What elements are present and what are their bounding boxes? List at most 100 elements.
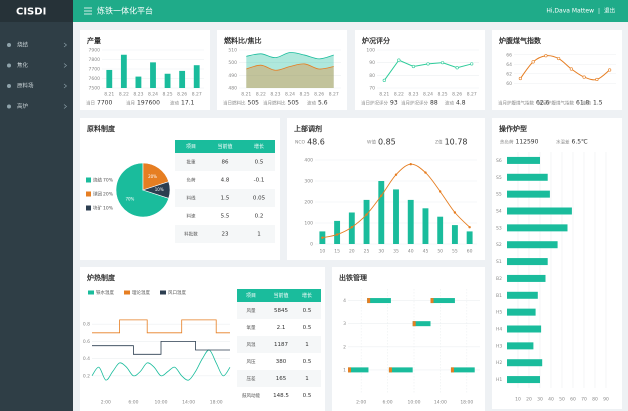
menu-item[interactable]: 原料场 [17, 82, 34, 90]
task-bar [388, 367, 413, 373]
slice-label: 70% [125, 197, 134, 202]
y-tick-label: H4 [496, 327, 502, 333]
legend-value: 10% [103, 206, 114, 212]
y-tick-label: 7600 [89, 76, 101, 82]
card [492, 30, 622, 110]
y-tick-label: H5 [496, 310, 502, 316]
x-tick-label: 80 [592, 397, 598, 403]
task-bar [348, 367, 369, 373]
y-tick-label: 7500 [89, 86, 101, 92]
card [355, 30, 485, 110]
stat-value: 6.5℃ [572, 139, 589, 146]
task-bar [430, 298, 455, 304]
table-cell: 1 [305, 376, 309, 382]
y-tick-label: 0.4 [83, 356, 90, 362]
stat-label: 当日炉况评分 [361, 100, 388, 107]
bar [422, 208, 429, 244]
menu-icon [7, 104, 11, 109]
menu-item[interactable]: 焦化 [17, 61, 29, 69]
table-cell: 氧量 [247, 324, 256, 331]
user-name: Hi,Dava Mattew [546, 8, 594, 15]
bar [507, 274, 546, 282]
point [394, 173, 398, 176]
legend-label: 风口温度 [168, 289, 186, 296]
x-tick-label: 90 [603, 397, 609, 403]
menu-toggle[interactable] [84, 7, 92, 15]
table-cell: 0.05 [253, 196, 266, 202]
table-cell: 料批数 [184, 231, 198, 238]
x-tick-label: 45 [423, 249, 429, 255]
card-title: 原料制度 [87, 124, 116, 133]
logo-area [0, 0, 73, 22]
menu-arrow [63, 42, 67, 48]
table-cell: 1 [257, 232, 261, 238]
table-cell: 料速 [187, 213, 196, 220]
menu-arrow [63, 83, 67, 89]
logout[interactable]: 退出 [604, 7, 615, 15]
bar [451, 225, 458, 244]
line [246, 52, 334, 60]
table-cell: 86 [222, 160, 229, 166]
x-tick-label: 50 [437, 249, 443, 255]
table-cell: 风压 [247, 359, 256, 365]
task-bar [412, 321, 431, 327]
x-tick-label: 55 [452, 249, 458, 255]
bar [507, 359, 543, 367]
table-cell: 鼓风动能 [242, 392, 260, 399]
legend-swatch [86, 191, 91, 197]
table-row [175, 153, 275, 171]
line [92, 319, 230, 334]
legend-swatch [86, 205, 91, 211]
table-row [237, 336, 321, 353]
stat-label: 当月燃料比 [263, 100, 286, 107]
point [365, 213, 368, 216]
y-tick-label: 0.6 [83, 339, 90, 345]
x-tick-label: 70 [581, 397, 587, 403]
table-cell: 23 [222, 232, 229, 238]
table-header-cell: 当前值 [273, 292, 288, 299]
x-tick-label: 8.25 [438, 92, 448, 98]
x-tick-label: 10:00 [155, 400, 168, 406]
x-tick-label: 10 [515, 397, 521, 403]
stat-value: 5.6 [318, 100, 328, 107]
stat-value: 197600 [137, 100, 160, 107]
bar [466, 231, 473, 244]
x-tick-label: 8.21 [104, 92, 114, 98]
menu-item[interactable]: 烧结 [17, 41, 29, 49]
y-tick-label: 60 [506, 81, 512, 87]
card-title: 操作炉型 [499, 124, 527, 133]
stat-label: 当日 [86, 100, 95, 107]
x-tick-label: 10 [319, 249, 325, 255]
x-tick-label: 8.23 [270, 92, 280, 98]
table-cell: 料线 [187, 195, 196, 202]
x-tick-label: 18:00 [210, 400, 223, 406]
y-tick-label: 70 [369, 86, 375, 92]
task-start [388, 367, 392, 373]
table-row [237, 319, 321, 336]
card-title: 炉况评分 [362, 36, 390, 45]
x-tick-label: 2:00 [356, 400, 366, 406]
table-header-cell: 当前值 [217, 143, 232, 150]
menu-item[interactable]: 高炉 [17, 102, 29, 110]
y-tick-label: 500 [228, 60, 237, 66]
table-cell: 批重 [187, 159, 196, 166]
y-tick-label: 7900 [89, 48, 101, 54]
bar [363, 199, 370, 244]
x-tick-label: 8.27 [467, 92, 477, 98]
x-tick-label: 30 [378, 249, 384, 255]
legend-swatch [160, 290, 166, 295]
bar [193, 65, 200, 88]
y-tick-label: 0 [310, 242, 313, 248]
point [608, 68, 612, 72]
y-tick-label: 90 [369, 60, 375, 66]
table-cell: 148.5 [273, 393, 289, 399]
bar [393, 189, 399, 244]
legend-value: 20% [103, 192, 114, 198]
pie-slice [142, 181, 171, 199]
x-tick-label: 15 [334, 249, 340, 255]
table-row [237, 353, 321, 370]
logo: CISDI [16, 7, 46, 18]
x-tick-label: 8.23 [408, 92, 418, 98]
stat-value: 88 [430, 100, 438, 107]
